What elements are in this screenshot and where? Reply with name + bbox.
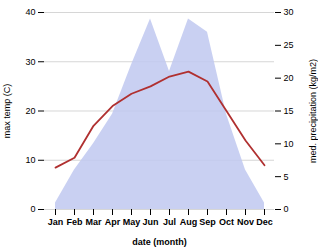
svg-text:30: 30 [284, 7, 294, 17]
svg-text:20: 20 [284, 73, 294, 83]
svg-text:May: May [123, 217, 141, 227]
svg-text:0: 0 [30, 204, 35, 214]
svg-text:0: 0 [284, 204, 289, 214]
svg-text:5: 5 [284, 172, 289, 182]
svg-text:med. precipitation (kg/m2): med. precipitation (kg/m2) [308, 59, 318, 163]
svg-text:15: 15 [284, 106, 294, 116]
svg-text:Jun: Jun [142, 217, 158, 227]
svg-text:25: 25 [284, 40, 294, 50]
svg-text:date (month): date (month) [132, 237, 187, 247]
svg-text:Nov: Nov [237, 217, 254, 227]
svg-text:20: 20 [25, 106, 35, 116]
svg-text:Jan: Jan [48, 217, 64, 227]
svg-text:10: 10 [284, 139, 294, 149]
svg-text:40: 40 [25, 7, 35, 17]
svg-text:30: 30 [25, 57, 35, 67]
svg-text:max temp (C): max temp (C) [2, 84, 12, 139]
svg-text:Apr: Apr [105, 217, 121, 227]
svg-text:Feb: Feb [66, 217, 83, 227]
svg-text:Jul: Jul [163, 217, 176, 227]
svg-text:Sep: Sep [199, 217, 216, 227]
svg-text:Dec: Dec [256, 217, 273, 227]
svg-text:Mar: Mar [85, 217, 102, 227]
svg-text:Aug: Aug [180, 217, 198, 227]
svg-text:10: 10 [25, 155, 35, 165]
svg-text:Oct: Oct [219, 217, 234, 227]
